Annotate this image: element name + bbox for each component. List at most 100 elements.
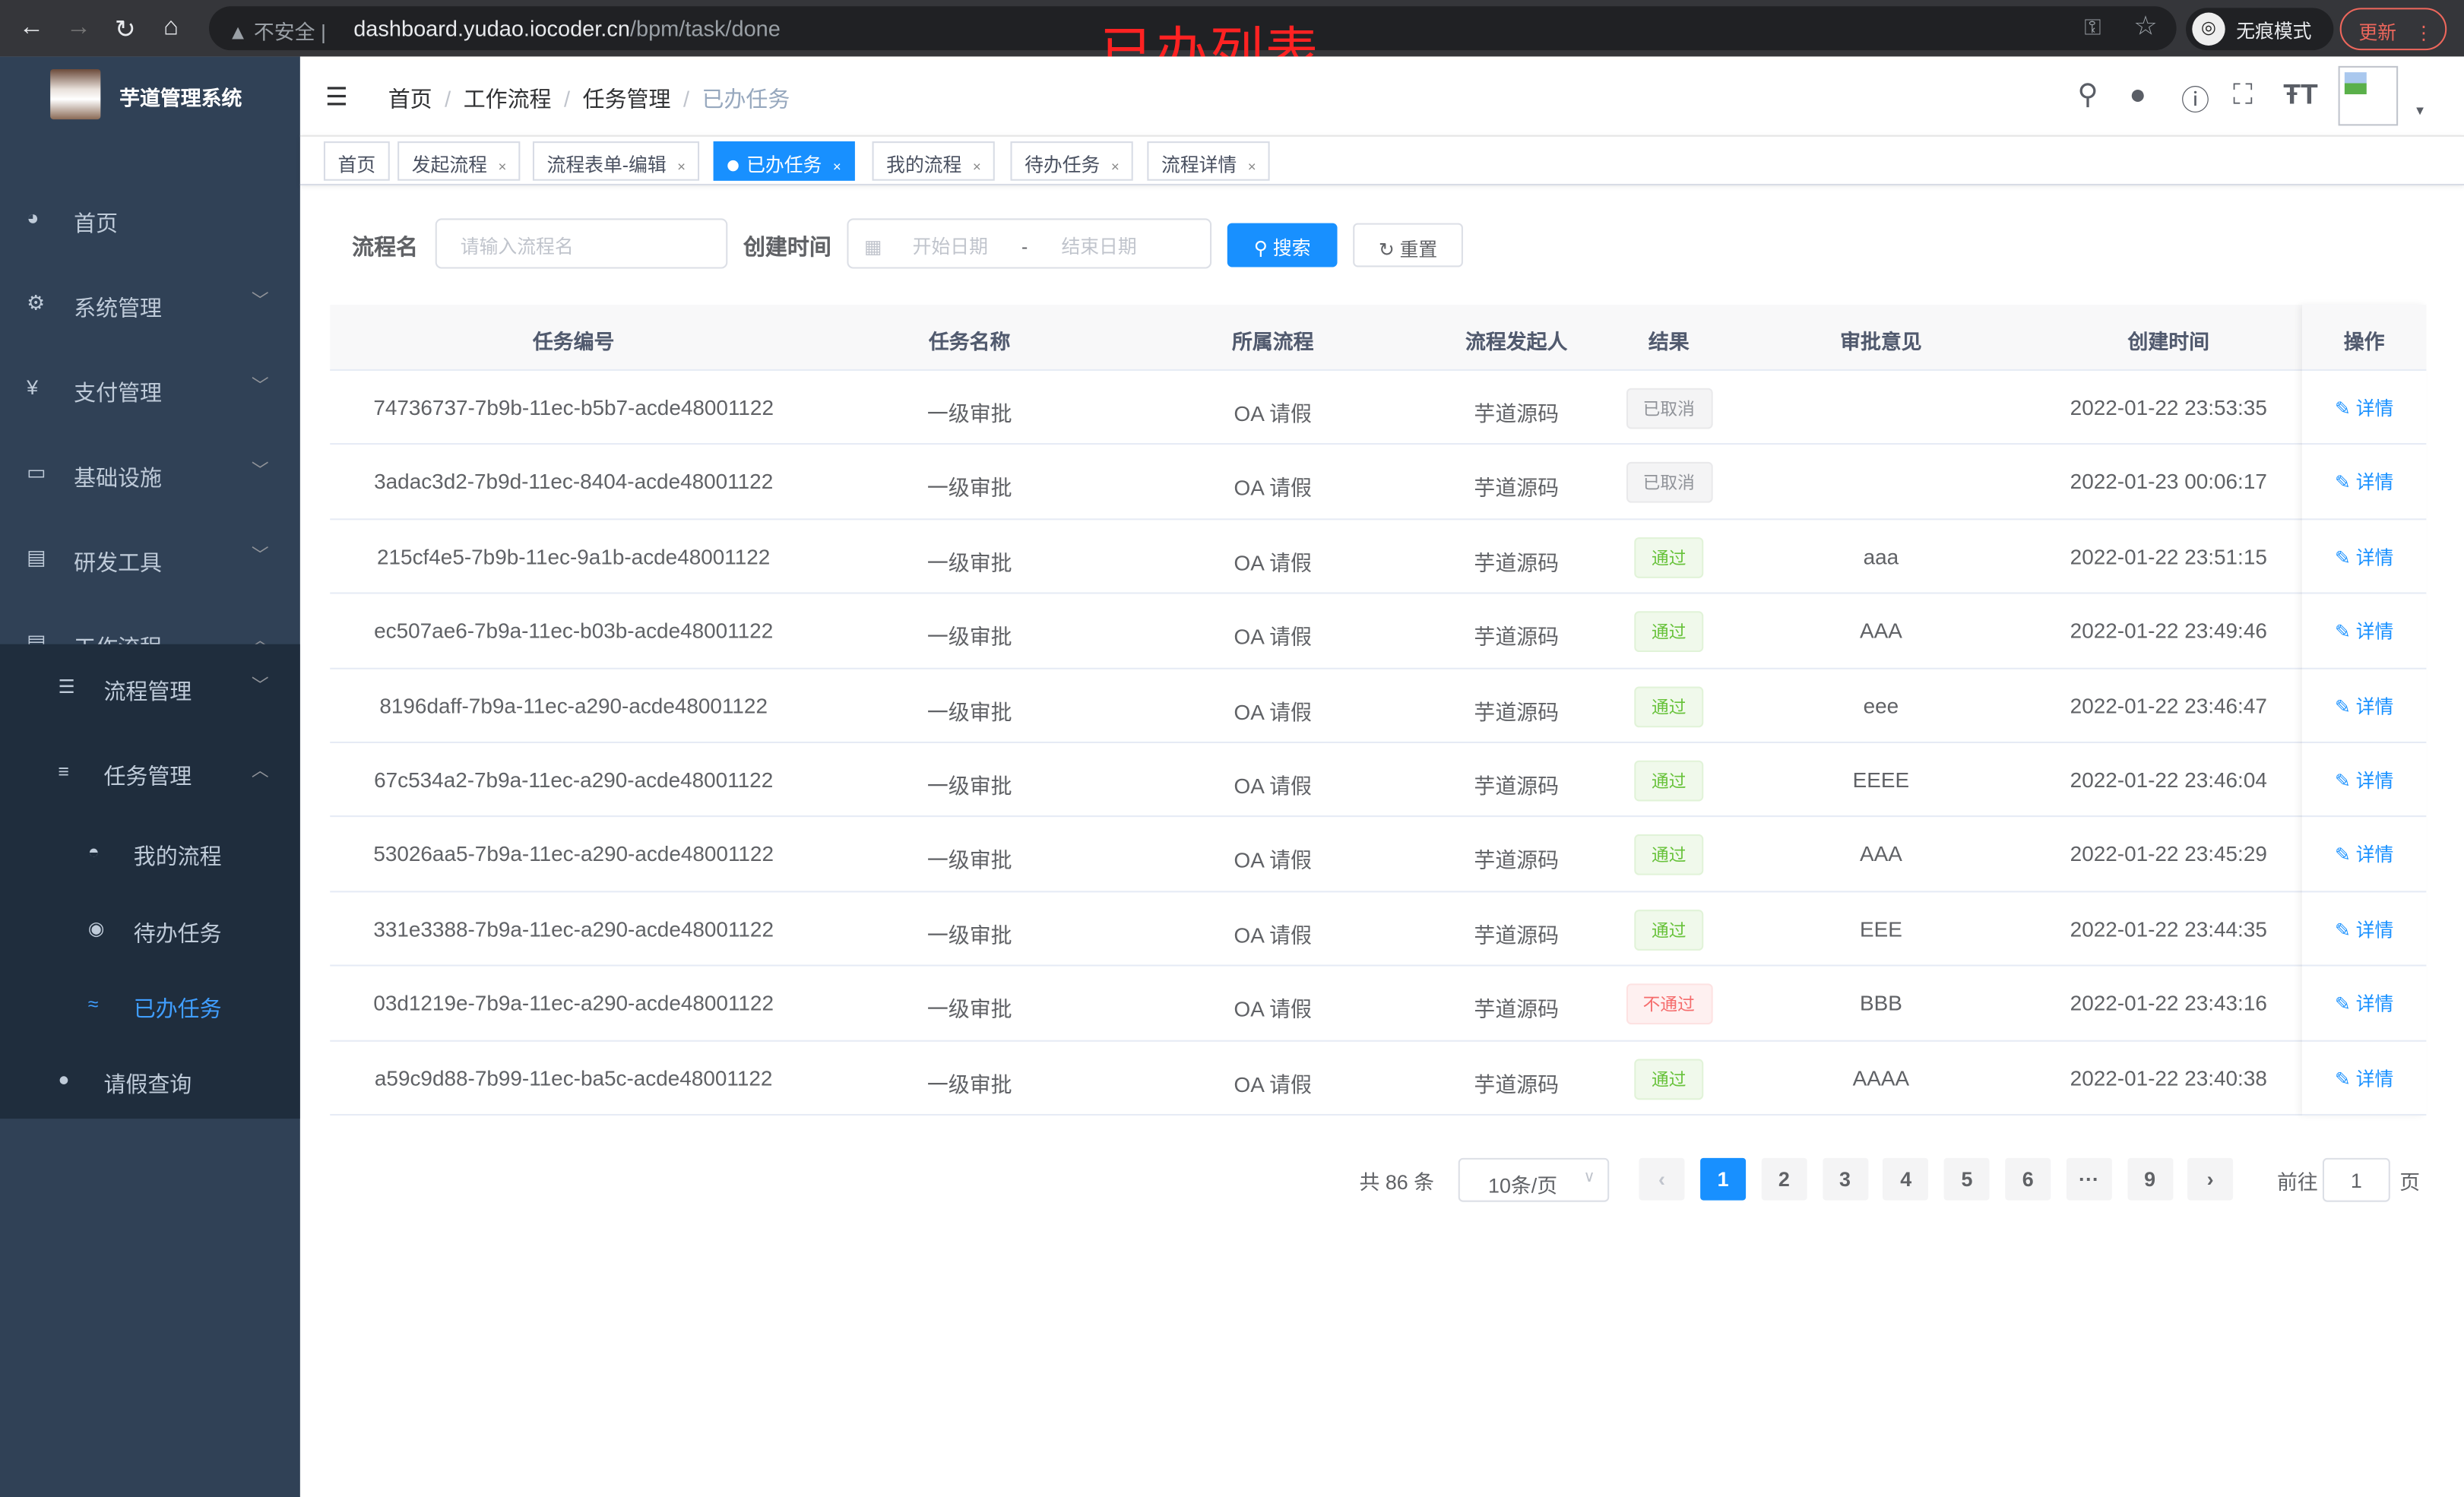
page-button[interactable]: 5 <box>1944 1157 1990 1201</box>
page-button[interactable]: 1 <box>1700 1157 1747 1201</box>
submenu-item[interactable]: ● 请假查询 <box>0 1043 300 1119</box>
close-icon[interactable]: × <box>972 158 981 175</box>
home-icon[interactable]: ⌂ <box>163 14 179 41</box>
search-icon[interactable]: ⚲ <box>2077 78 2098 110</box>
cell-starter: 芋道源码 <box>1474 402 1560 426</box>
help-icon[interactable]: ⓘ <box>2181 84 2210 117</box>
breadcrumb-item[interactable]: 首页 <box>388 86 432 112</box>
date-range-picker[interactable]: ▦ 开始日期 - 结束日期 <box>847 218 1212 269</box>
submenu-item[interactable]: ◉ 待办任务 <box>0 892 300 967</box>
cell-id: 8196daff-7b9a-11ec-a290-acde48001122 <box>379 694 768 718</box>
avatar[interactable] <box>2338 65 2399 126</box>
sidebar-item[interactable]: ⚙ 系统管理 ﹀ <box>0 262 300 347</box>
forward-icon[interactable]: → <box>65 14 91 41</box>
star-icon[interactable]: ☆ <box>2133 11 2158 41</box>
reset-button[interactable]: ↻ 重置 <box>1353 223 1463 267</box>
security-warning[interactable]: ▲ 不安全 | <box>227 20 327 44</box>
cell-op: ✎ 详情 <box>2302 692 2426 719</box>
sidebar-item[interactable]: ¥ 支付管理 ﹀ <box>0 347 300 432</box>
table-row: 8196daff-7b9a-11ec-a290-acde48001122 一级审批… <box>330 669 2427 743</box>
github-icon[interactable]: ● <box>2129 78 2147 110</box>
submenu-item[interactable]: ◓ 我的流程 <box>0 815 300 891</box>
prev-page-button[interactable]: ‹ <box>1639 1157 1685 1201</box>
cell-name: 一级审批 <box>926 998 1012 1022</box>
cell-process: OA 请假 <box>1234 700 1312 724</box>
cell-result: 不通过 <box>1609 983 1728 1025</box>
detail-link[interactable]: ✎ 详情 <box>2335 993 2394 1016</box>
detail-link[interactable]: ✎ 详情 <box>2335 1068 2394 1090</box>
status-badge: 通过 <box>1634 909 1704 951</box>
cell-name: 一级审批 <box>926 625 1012 650</box>
tag-1[interactable]: 发起流程 × <box>397 141 521 181</box>
detail-link[interactable]: ✎ 详情 <box>2335 844 2394 867</box>
cell-op: ✎ 详情 <box>2302 767 2426 793</box>
breadcrumb-item[interactable]: 工作流程 <box>463 86 552 112</box>
detail-link[interactable]: ✎ 详情 <box>2335 770 2394 793</box>
detail-link[interactable]: ✎ 详情 <box>2335 397 2394 420</box>
cell-time: 2022-01-22 23:43:16 <box>2070 992 2267 1016</box>
incognito-badge[interactable]: ◎ 无痕模式 <box>2186 8 2334 51</box>
tag-5[interactable]: 待办任务 × <box>1010 141 1134 181</box>
detail-link[interactable]: ✎ 详情 <box>2335 546 2394 569</box>
dashboard-icon: ◕ <box>27 205 40 229</box>
close-icon[interactable]: × <box>677 158 686 175</box>
breadcrumb-item[interactable]: 任务管理 <box>582 86 671 112</box>
table-row: ec507ae6-7b9a-11ec-b03b-acde48001122 一级审批… <box>330 594 2427 669</box>
breadcrumb-item: 已办任务 <box>702 86 790 112</box>
submenu-item[interactable]: ≈ 已办任务 <box>0 968 300 1043</box>
tag-4[interactable]: 我的流程 × <box>872 141 996 181</box>
monitor-icon: ▭ <box>27 460 46 484</box>
fullscreen-icon[interactable]: ⛶ <box>2233 78 2253 110</box>
cell-result: 通过 <box>1609 611 1728 653</box>
cell-starter: 芋道源码 <box>1474 849 1560 873</box>
table-row: 03d1219e-7b9a-11ec-a290-acde48001122 一级审批… <box>330 967 2427 1041</box>
detail-link[interactable]: ✎ 详情 <box>2335 919 2394 942</box>
reload-icon[interactable]: ↻ <box>114 17 136 44</box>
cell-result: 通过 <box>1609 909 1728 951</box>
tag-0[interactable]: 首页 <box>323 141 390 181</box>
goto-page-input[interactable]: 1 <box>2322 1157 2390 1202</box>
tag-2[interactable]: 流程表单-编辑 × <box>532 141 700 181</box>
hamburger-icon[interactable]: ☰ <box>325 84 348 112</box>
cell-process: OA 请假 <box>1234 849 1312 873</box>
goto-label: 前往 <box>2276 1170 2318 1195</box>
sidebar-item[interactable]: ◕ 首页 <box>0 178 300 263</box>
detail-link[interactable]: ✎ 详情 <box>2335 472 2394 495</box>
close-icon[interactable]: × <box>498 158 507 175</box>
process-name-input[interactable]: 请输入流程名 <box>435 218 728 269</box>
close-icon[interactable]: × <box>1110 158 1120 175</box>
tag-6[interactable]: 流程详情 × <box>1147 141 1271 181</box>
submenu-item[interactable]: ≡ 任务管理 ︿ <box>0 736 300 811</box>
page-button[interactable]: ··· <box>2066 1157 2112 1201</box>
page-button[interactable]: 2 <box>1761 1157 1807 1201</box>
status-badge: 不通过 <box>1625 983 1712 1025</box>
sidebar-item[interactable]: ▤ 研发工具 ﹀ <box>0 517 300 602</box>
caret-down-icon[interactable]: ▼ <box>2413 103 2427 119</box>
sidebar-item[interactable]: ▭ 基础设施 ﹀ <box>0 432 300 517</box>
address-bar[interactable]: ▲ 不安全 | dashboard.yudao.iocoder.cn/bpm/t… <box>208 6 2177 51</box>
close-icon[interactable]: × <box>1247 158 1256 175</box>
font-size-icon[interactable]: ŦT <box>2283 78 2318 110</box>
close-icon[interactable]: × <box>832 158 841 175</box>
cell-comment: AAA <box>1859 843 1902 867</box>
next-page-button[interactable]: › <box>2187 1157 2234 1201</box>
search-button[interactable]: ⚲ 搜索 <box>1227 223 1338 267</box>
page-button[interactable]: 9 <box>2127 1157 2173 1201</box>
status-badge: 通过 <box>1634 760 1704 802</box>
cell-op: ✎ 详情 <box>2302 1065 2426 1091</box>
page-button[interactable]: 4 <box>1883 1157 1929 1201</box>
key-icon[interactable]: ⚿ <box>2084 14 2101 40</box>
system-title: 芋道管理系统 <box>119 86 242 110</box>
detail-link[interactable]: ✎ 详情 <box>2335 695 2394 718</box>
page-button[interactable]: 3 <box>1822 1157 1868 1201</box>
page-button[interactable]: 6 <box>2005 1157 2051 1201</box>
back-icon[interactable]: ← <box>18 14 44 41</box>
tag-3[interactable]: 已办任务 × <box>713 141 856 181</box>
detail-link[interactable]: ✎ 详情 <box>2335 621 2394 644</box>
update-button[interactable]: 更新 ⋮ <box>2339 8 2447 51</box>
cell-op: ✎ 详情 <box>2302 841 2426 868</box>
page-size-select[interactable]: 10条/页 ∨ <box>1458 1157 1610 1202</box>
submenu-item[interactable]: ☰ 流程管理 ﹀ <box>0 650 300 726</box>
calendar-icon: ▦ <box>864 236 882 258</box>
edit-icon: ✎ <box>2335 695 2351 718</box>
